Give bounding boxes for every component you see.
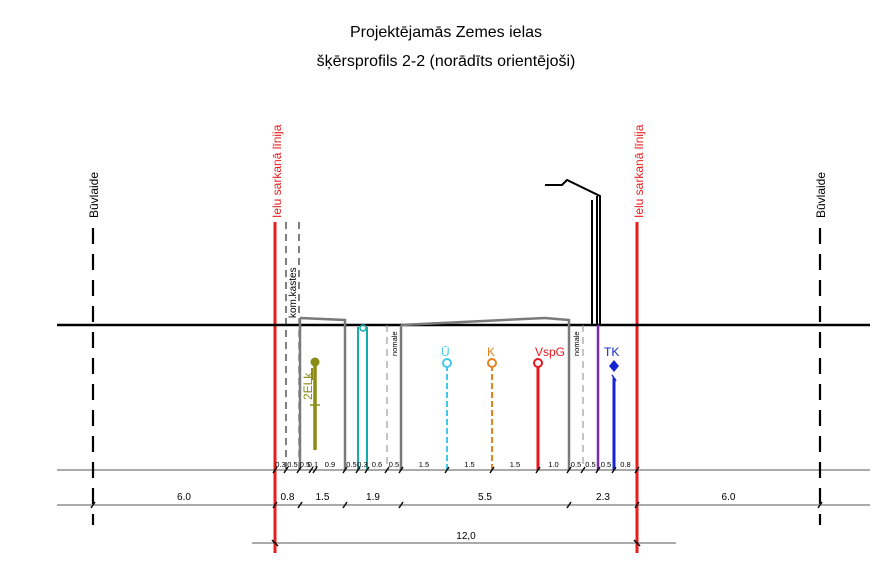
small-dim-tick (580, 466, 586, 474)
small-dim-tick (489, 466, 495, 474)
small-dim-tick (444, 466, 450, 474)
total-dim-tick-left (271, 539, 279, 547)
total-dimension-label: 12,0 (456, 531, 476, 542)
small-dim-label: 0.6 (372, 460, 382, 469)
small-dim-tick (566, 466, 572, 474)
small-dim-tick (308, 466, 314, 474)
small-dim-tick (595, 466, 601, 474)
tk-utility-marker (609, 360, 619, 372)
main-dim-tick (634, 501, 640, 509)
elk-cable-marker (310, 357, 320, 367)
red-line-right-label: Ielu sarkanā līnija (632, 124, 646, 218)
small-dim-label: 0.5 (585, 460, 595, 469)
main-dim-label: 6.0 (722, 492, 736, 503)
small-dim-label: 1.5 (510, 460, 520, 469)
building-line-right-label: Būvlaide (814, 172, 828, 218)
main-dim-tick (566, 501, 572, 509)
small-dim-tick (611, 466, 617, 474)
small-dim-label: 0.3 (275, 460, 285, 469)
small-dim-label: 0.5 (389, 460, 399, 469)
small-dim-label: 0.5 (571, 460, 581, 469)
vspg-utility-marker (533, 358, 543, 368)
small-dim-label: 1.5 (419, 460, 429, 469)
tk-utility-label: TK (604, 345, 619, 359)
main-dim-label: 2.3 (596, 492, 610, 503)
vspg-utility-label: VspG (535, 345, 565, 359)
main-dim-label: 6.0 (177, 492, 191, 503)
title-line-1: Projektējamās Zemes ielas (350, 24, 542, 41)
small-dim-label: 0.1 (308, 460, 318, 469)
shoulder-label-left: nomale (390, 331, 399, 356)
main-dim-tick (90, 501, 96, 509)
small-dim-tick (398, 466, 404, 474)
comm-box-label: kom.kastes (288, 267, 299, 318)
main-dim-tick (817, 501, 823, 509)
red-line-left-label: Ielu sarkanā līnija (270, 124, 284, 218)
title-line-2: šķērsprofils 2-2 (norādīts orientējoši) (317, 53, 576, 70)
total-dim-tick-right (633, 539, 641, 547)
k-utility-marker (487, 358, 497, 368)
small-dim-label: 0.5 (601, 460, 611, 469)
small-dim-tick (355, 466, 361, 474)
small-dim-tick (283, 466, 289, 474)
main-dimensions: 6.0 0.8 1.5 1.9 5.5 2.3 6.0 (90, 492, 823, 509)
main-dim-tick (398, 501, 404, 509)
small-dim-label: 1.0 (548, 460, 558, 469)
teal-utility-marker (359, 324, 367, 332)
main-dim-tick (272, 501, 278, 509)
small-dim-label: 0.5 (287, 460, 297, 469)
main-dim-tick (297, 501, 303, 509)
small-dim-label: 0.5 (300, 460, 310, 469)
main-dim-label: 1.9 (366, 492, 380, 503)
small-dim-label: 0.5 (346, 460, 356, 469)
main-dim-label: 1.5 (316, 492, 330, 503)
main-dim-label: 5.5 (478, 492, 492, 503)
small-dimensions: 0.3 0.5 0.50.1 0.9 0.5 0.3 0.6 0.5 1.5 1.5 1.5 1.0 0… (272, 460, 640, 474)
small-dim-label: 0.9 (325, 460, 335, 469)
main-dim-label: 0.8 (281, 492, 295, 503)
carriageway-surface (400, 316, 571, 470)
small-dim-tick (364, 466, 370, 474)
small-dim-tick (296, 466, 302, 474)
u-utility-marker (442, 358, 452, 368)
small-dim-tick (634, 466, 640, 474)
sidewalk-edge (299, 316, 347, 470)
small-dim-label: 0.3 (357, 460, 367, 469)
street-light-arm (545, 178, 601, 325)
main-dim-tick (342, 501, 348, 509)
small-dim-tick (342, 466, 348, 474)
small-dim-tick (312, 466, 318, 474)
small-dim-label: 1.5 (464, 460, 474, 469)
small-dim-label: 0.8 (620, 460, 630, 469)
tk-utility-tick (611, 374, 617, 382)
small-dim-tick (384, 466, 390, 474)
elk-label: 2ELk (301, 372, 315, 400)
u-utility-label: Ū (441, 345, 450, 359)
small-dim-tick (535, 466, 541, 474)
shoulder-label-right: nomale (572, 331, 581, 356)
k-utility-label: K (487, 345, 495, 359)
small-dim-tick (272, 466, 278, 474)
building-line-left-label: Būvlaide (87, 172, 101, 218)
